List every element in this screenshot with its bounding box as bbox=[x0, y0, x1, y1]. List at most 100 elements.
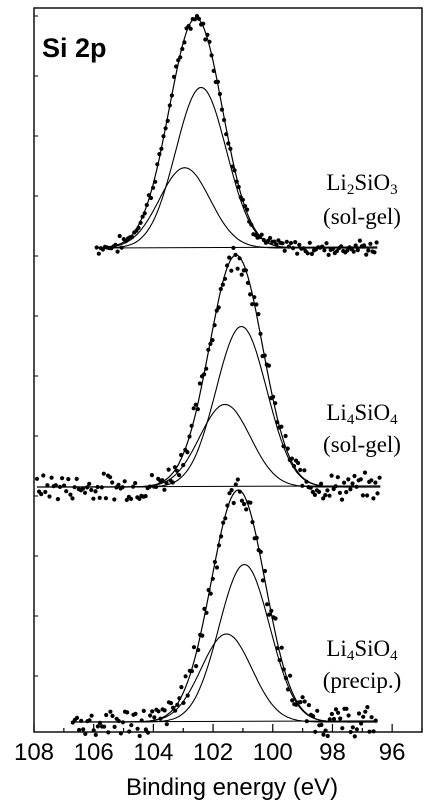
data-point bbox=[34, 476, 40, 481]
data-point bbox=[285, 446, 290, 451]
data-point bbox=[346, 713, 351, 718]
data-point bbox=[369, 715, 374, 720]
data-point bbox=[120, 720, 125, 725]
data-point bbox=[291, 246, 296, 251]
data-point bbox=[185, 693, 190, 698]
data-point bbox=[197, 381, 202, 386]
data-point bbox=[342, 480, 347, 485]
data-point bbox=[282, 248, 287, 253]
data-point bbox=[335, 475, 340, 480]
data-point bbox=[242, 502, 247, 507]
data-point bbox=[156, 709, 161, 714]
data-point bbox=[142, 211, 147, 216]
data-point bbox=[122, 479, 127, 484]
data-point bbox=[320, 244, 325, 249]
spectrum-panel-2: Li4SiO4 (sol-gel) bbox=[34, 245, 401, 503]
data-point bbox=[224, 132, 229, 137]
data-point bbox=[117, 233, 122, 239]
data-point bbox=[249, 222, 254, 227]
data-point bbox=[248, 292, 253, 297]
data-point bbox=[322, 248, 327, 253]
data-point bbox=[188, 26, 193, 31]
data-point bbox=[128, 496, 134, 501]
data-point bbox=[306, 703, 311, 708]
data-point bbox=[327, 717, 332, 722]
data-point bbox=[296, 460, 301, 466]
data-point bbox=[357, 238, 362, 243]
data-point bbox=[235, 266, 240, 271]
x-tick-label: 104 bbox=[133, 739, 173, 766]
data-point bbox=[144, 202, 149, 208]
data-point bbox=[83, 731, 88, 737]
data-point bbox=[194, 664, 199, 669]
data-point bbox=[49, 475, 54, 480]
data-point bbox=[204, 366, 209, 371]
chart-title: Si 2p bbox=[42, 33, 107, 63]
data-point bbox=[284, 239, 289, 244]
data-point bbox=[355, 248, 360, 253]
x-tick-label: 96 bbox=[379, 739, 406, 766]
data-point bbox=[360, 493, 365, 498]
data-point bbox=[233, 252, 238, 257]
data-point bbox=[223, 516, 228, 521]
data-point bbox=[258, 549, 263, 555]
data-point bbox=[248, 500, 253, 505]
data-point bbox=[85, 485, 90, 490]
data-point bbox=[258, 331, 263, 336]
data-point bbox=[161, 134, 166, 139]
data-point bbox=[250, 520, 255, 525]
data-point bbox=[210, 338, 215, 343]
data-point bbox=[350, 481, 355, 486]
data-point bbox=[286, 244, 291, 249]
data-point bbox=[298, 700, 303, 705]
data-point bbox=[225, 263, 230, 268]
data-point bbox=[227, 255, 232, 260]
data-point bbox=[180, 46, 185, 52]
data-point bbox=[371, 496, 376, 501]
data-point bbox=[283, 675, 288, 681]
data-point bbox=[219, 534, 224, 539]
plot-frame bbox=[33, 7, 423, 733]
data-point bbox=[327, 493, 332, 498]
data-point bbox=[196, 16, 202, 21]
data-point bbox=[96, 251, 101, 256]
sample-method: (sol-gel) bbox=[323, 432, 401, 457]
data-point bbox=[41, 473, 46, 478]
data-point bbox=[274, 242, 279, 247]
data-point bbox=[79, 718, 84, 723]
data-point bbox=[233, 482, 238, 487]
data-point bbox=[87, 718, 92, 723]
data-point bbox=[207, 39, 212, 44]
data-point bbox=[290, 698, 295, 703]
data-point bbox=[72, 485, 77, 490]
data-point bbox=[260, 578, 265, 583]
data-point bbox=[129, 723, 134, 728]
data-point bbox=[151, 185, 156, 190]
data-point bbox=[262, 353, 267, 358]
x-tick-label: 106 bbox=[74, 739, 114, 766]
data-point bbox=[170, 480, 175, 485]
data-point bbox=[288, 240, 294, 246]
data-point bbox=[252, 295, 257, 300]
data-point bbox=[361, 714, 366, 719]
data-point bbox=[159, 146, 164, 151]
data-point bbox=[374, 240, 379, 245]
data-point bbox=[214, 308, 219, 313]
sample-method: (precip.) bbox=[323, 668, 402, 693]
x-tick-label: 108 bbox=[14, 739, 54, 766]
data-point bbox=[279, 645, 284, 650]
data-point bbox=[245, 280, 251, 285]
data-point bbox=[70, 496, 75, 501]
data-point bbox=[377, 475, 382, 480]
sample-formula: Li4SiO4 bbox=[326, 636, 398, 664]
data-point bbox=[80, 486, 85, 491]
baseline bbox=[96, 246, 378, 249]
data-point bbox=[247, 219, 252, 224]
data-point bbox=[239, 498, 245, 503]
data-point bbox=[66, 477, 71, 482]
data-point bbox=[160, 478, 165, 483]
data-point bbox=[195, 407, 200, 412]
data-point bbox=[140, 214, 145, 219]
plot-border bbox=[33, 7, 423, 733]
data-point bbox=[108, 709, 113, 714]
